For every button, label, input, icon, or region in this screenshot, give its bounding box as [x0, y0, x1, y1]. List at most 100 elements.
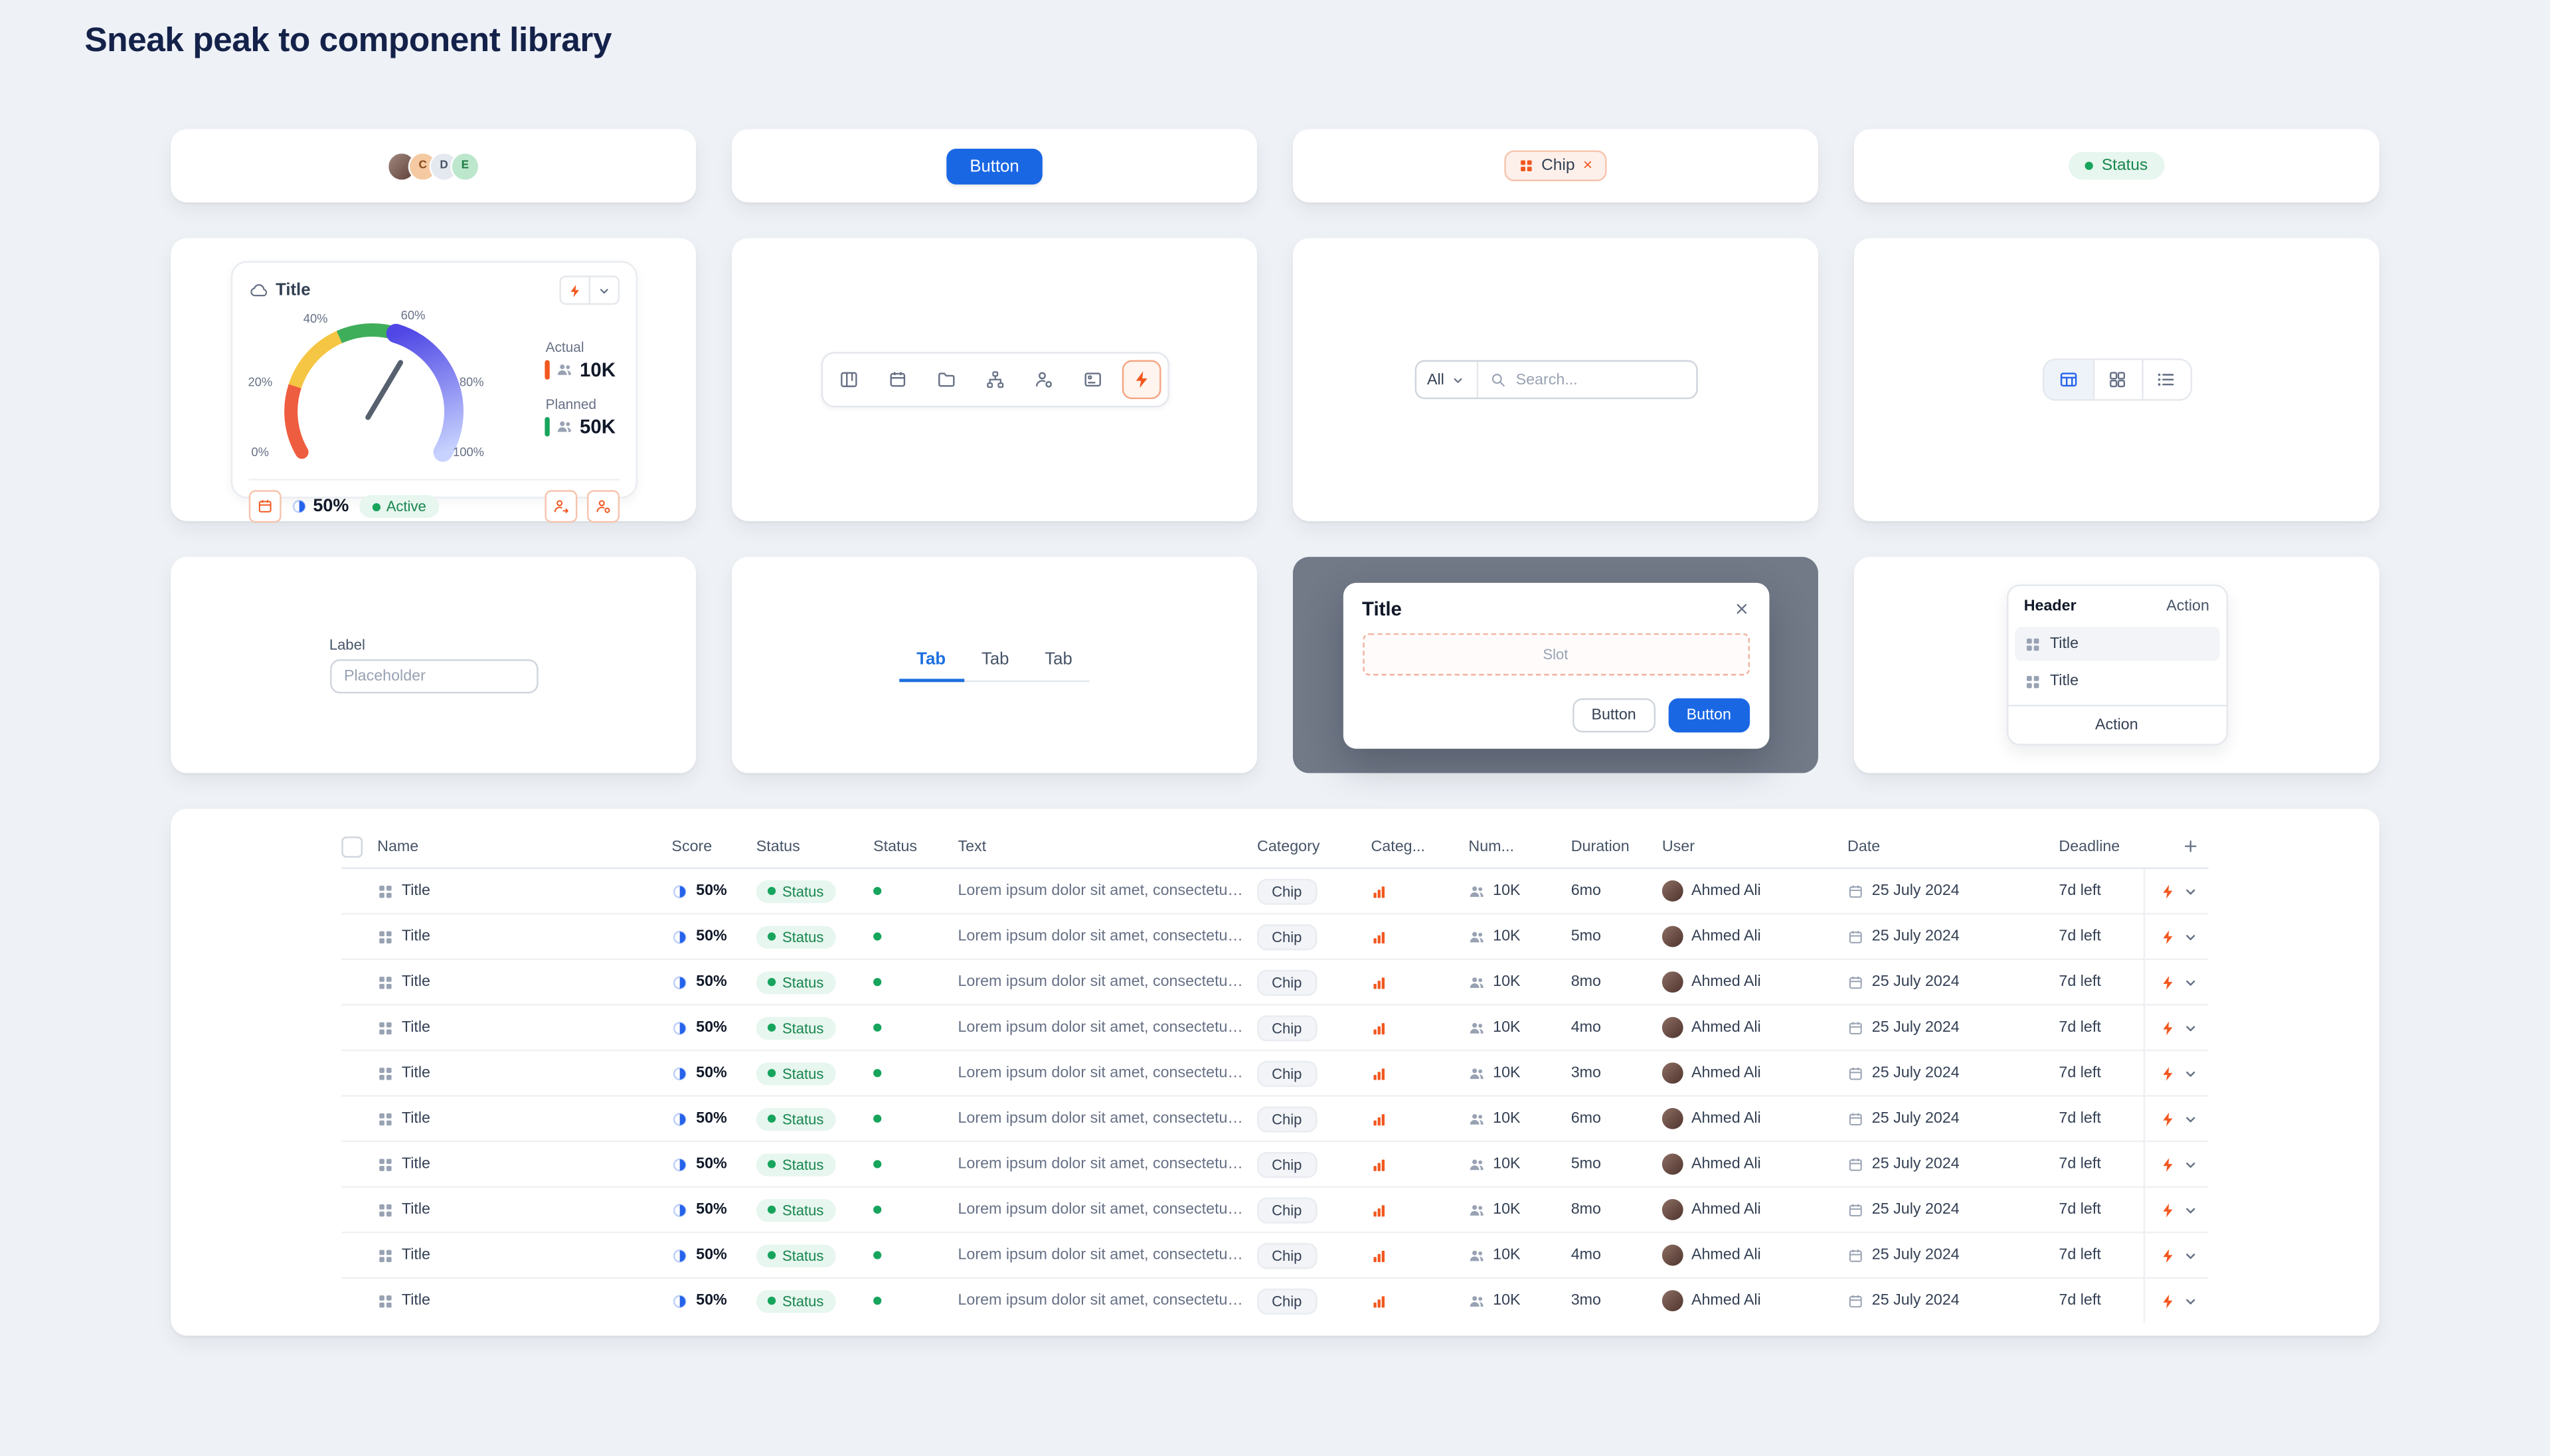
user-gear-button[interactable]: [1024, 360, 1063, 399]
bolt-icon[interactable]: [2160, 1065, 2175, 1081]
avatar: [1661, 1244, 1683, 1266]
table-row[interactable]: Title 50% Status Lorem ipsum dolor sit a…: [341, 1096, 2209, 1143]
column-header[interactable]: User: [1661, 837, 1695, 856]
column-header[interactable]: Text: [958, 837, 987, 856]
primary-button[interactable]: Button: [1668, 697, 1749, 732]
row-status: Status: [782, 1065, 824, 1082]
tab[interactable]: Tab: [898, 649, 964, 682]
column-header[interactable]: Duration: [1571, 837, 1630, 856]
sitemap-button[interactable]: [975, 360, 1014, 399]
row-score: 50%: [696, 1109, 727, 1128]
status-badge: Status: [2069, 151, 2164, 180]
expand-button[interactable]: [588, 277, 617, 303]
user-settings-button[interactable]: [586, 490, 619, 523]
chevron-down-icon[interactable]: [2183, 1065, 2199, 1081]
bolt-icon[interactable]: [2160, 1111, 2175, 1127]
table-row[interactable]: Title 50% Status Lorem ipsum dolor sit a…: [341, 1233, 2209, 1279]
chip-dismiss-icon[interactable]: ×: [1582, 156, 1593, 174]
select-all-checkbox[interactable]: [341, 835, 363, 857]
close-button[interactable]: [1733, 600, 1748, 616]
tab[interactable]: Tab: [1045, 649, 1072, 669]
bolt-icon: [1131, 370, 1150, 389]
chevron-down-icon[interactable]: [2183, 1247, 2199, 1263]
column-header[interactable]: Categ...: [1371, 837, 1425, 856]
chevron-down-icon[interactable]: [2183, 1156, 2199, 1172]
bar-chart-icon: [1371, 1019, 1387, 1035]
table-row[interactable]: Title 50% Status Lorem ipsum dolor sit a…: [341, 1187, 2209, 1234]
column-header[interactable]: Category: [1257, 837, 1320, 856]
table-row[interactable]: Title 50% Status Lorem ipsum dolor sit a…: [341, 1005, 2209, 1052]
table-row[interactable]: Title 50% Status Lorem ipsum dolor sit a…: [341, 1142, 2209, 1188]
bolt-icon[interactable]: [2160, 928, 2175, 944]
grid-view-button[interactable]: [2092, 360, 2142, 400]
column-header[interactable]: Date: [1847, 837, 1881, 856]
table-row[interactable]: Title 50% Status Lorem ipsum dolor sit a…: [341, 1051, 2209, 1097]
bolt-icon[interactable]: [2160, 1247, 2175, 1263]
secondary-button[interactable]: Button: [1572, 697, 1656, 732]
status-dot-icon: [873, 1160, 882, 1169]
table-view-button[interactable]: [2043, 360, 2092, 400]
filter-dropdown[interactable]: All: [1416, 361, 1479, 398]
people-icon: [1468, 974, 1484, 990]
bolt-icon[interactable]: [2160, 1202, 2175, 1218]
list-view-button[interactable]: [2141, 360, 2190, 400]
kanban-button[interactable]: [829, 360, 868, 399]
category-chip: Chip: [1257, 878, 1317, 904]
modal-title: Title: [1362, 596, 1402, 620]
folder-button[interactable]: [926, 360, 966, 399]
column-header[interactable]: Status: [873, 837, 918, 856]
column-header[interactable]: Status: [756, 837, 800, 856]
table-row[interactable]: Title 50% Status Lorem ipsum dolor sit a…: [341, 960, 2209, 1006]
text-input[interactable]: [329, 659, 538, 694]
people-icon: [557, 361, 573, 377]
row-duration: 8mo: [1571, 1200, 1601, 1219]
menu-item[interactable]: Title: [2014, 664, 2219, 698]
bolt-icon[interactable]: [2160, 883, 2175, 899]
column-header[interactable]: Num...: [1468, 837, 1514, 856]
tabs: Tab Tab Tab: [898, 649, 1090, 682]
people-icon: [1468, 1156, 1484, 1172]
avatar[interactable]: E: [450, 151, 480, 181]
chevron-down-icon[interactable]: [2183, 974, 2199, 990]
column-header[interactable]: Score: [671, 837, 713, 856]
user-gear-icon: [594, 499, 610, 515]
bar-chart-icon: [1371, 1111, 1387, 1127]
calendar-chip-button[interactable]: [248, 490, 281, 523]
column-header[interactable]: Deadline: [2059, 837, 2120, 856]
chevron-down-icon[interactable]: [2183, 883, 2199, 899]
bolt-icon[interactable]: [2160, 1293, 2175, 1309]
primary-button[interactable]: Button: [947, 147, 1042, 184]
menu-footer-action[interactable]: Action: [2007, 704, 2226, 744]
chevron-down-icon[interactable]: [2183, 1293, 2199, 1309]
search-input[interactable]: [1512, 368, 1696, 390]
category-chip: Chip: [1257, 1151, 1317, 1178]
chip[interactable]: Chip ×: [1503, 150, 1608, 182]
row-status: Status: [782, 928, 824, 945]
bolt-icon[interactable]: [2160, 1019, 2175, 1035]
chevron-down-icon[interactable]: [2183, 1019, 2199, 1035]
card-view-button[interactable]: [1072, 360, 1112, 399]
calendar-button[interactable]: [877, 360, 916, 399]
chevron-down-icon[interactable]: [2183, 928, 2199, 944]
table-row[interactable]: Title 50% Status Lorem ipsum dolor sit a…: [341, 1279, 2208, 1323]
apps-icon: [377, 1293, 393, 1309]
table-row[interactable]: Title 50% Status Lorem ipsum dolor sit a…: [341, 914, 2209, 961]
avatar-group[interactable]: C D E: [386, 151, 480, 181]
column-header[interactable]: Name: [377, 837, 419, 856]
bolt-icon[interactable]: [2160, 974, 2175, 990]
bolt-icon[interactable]: [2160, 1156, 2175, 1172]
menu-header-action[interactable]: Action: [2166, 597, 2209, 615]
tab[interactable]: Tab: [981, 649, 1009, 669]
chevron-down-icon[interactable]: [2183, 1202, 2199, 1218]
row-duration: 3mo: [1571, 1291, 1601, 1310]
chevron-down-icon[interactable]: [2183, 1111, 2199, 1127]
table-row[interactable]: Title 50% Status Lorem ipsum dolor sit a…: [341, 868, 2209, 915]
menu-item[interactable]: Title: [2014, 627, 2219, 661]
row-date: 25 July 2024: [1871, 1291, 1960, 1310]
bolt-button[interactable]: [560, 277, 588, 303]
add-column-button[interactable]: [2183, 838, 2199, 854]
row-number: 10K: [1493, 1109, 1521, 1128]
user-share-button[interactable]: [544, 490, 577, 523]
people-icon: [557, 418, 573, 434]
bolt-button[interactable]: [1121, 360, 1161, 400]
